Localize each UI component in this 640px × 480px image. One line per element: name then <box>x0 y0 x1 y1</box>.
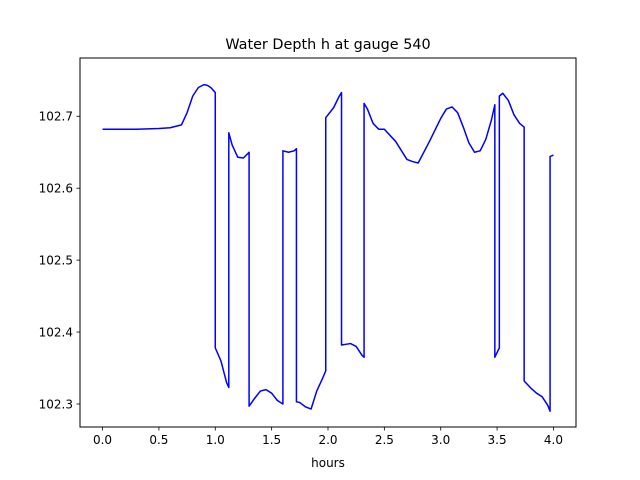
y-tick-label: 102.5 <box>39 253 73 267</box>
x-tick-label: 3.0 <box>431 433 450 447</box>
y-axis: 102.3 102.4 102.5 102.6 102.7 <box>39 110 80 411</box>
x-tick-label: 4.0 <box>544 433 563 447</box>
plot-area-background <box>80 58 576 427</box>
x-tick-label: 0.0 <box>93 433 112 447</box>
x-axis: 0.0 0.5 1.0 1.5 2.0 2.5 3.0 3.5 4.0 <box>93 427 563 447</box>
y-tick-label: 102.6 <box>39 181 73 195</box>
x-axis-title: hours <box>311 456 345 470</box>
chart-title: Water Depth h at gauge 540 <box>225 37 430 53</box>
x-tick-label: 0.5 <box>149 433 168 447</box>
series-line-1 <box>102 83 554 412</box>
y-tick-label: 102.4 <box>39 325 73 339</box>
x-tick-label: 1.0 <box>206 433 225 447</box>
x-tick-label: 1.5 <box>262 433 281 447</box>
y-tick-label: 102.3 <box>39 397 73 411</box>
x-tick-label: 2.5 <box>375 433 394 447</box>
y-tick-label: 102.7 <box>39 110 73 124</box>
x-tick-label: 2.0 <box>318 433 337 447</box>
data-layer <box>102 83 554 412</box>
x-tick-label: 3.5 <box>488 433 507 447</box>
